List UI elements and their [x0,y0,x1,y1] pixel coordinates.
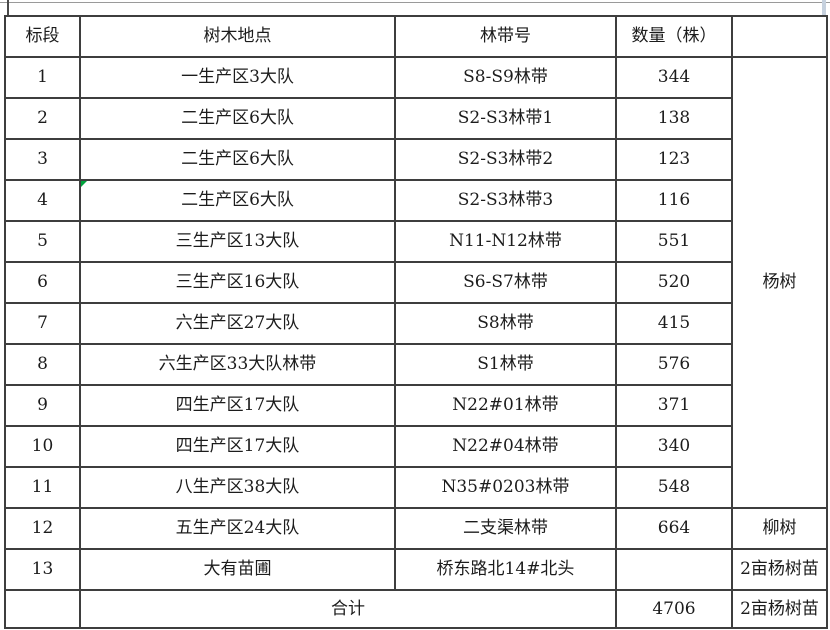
total-row: 合计 4706 2亩杨树苗 [4,589,828,629]
cell-location: 六生产区27大队 [79,302,396,345]
cell-location: 二生产区6大队 [79,179,396,222]
table-row: 7 六生产区27大队 S8林带 415 [4,302,827,345]
table-row: 13 大有苗圃 桥东路北14#北头 2亩杨树苗 [4,548,828,591]
cell-section: 10 [4,425,81,468]
table-row: 9 四生产区17大队 N22#01林带 371 [4,384,827,427]
cell-section: 9 [4,384,81,427]
cell-belt: 桥东路北14#北头 [394,548,617,591]
top-partial-gridline [0,2,830,3]
cell-species: 2亩杨树苗 [731,548,828,591]
table-row: 5 三生产区13大队 N11-N12林带 551 [4,220,827,263]
cell-location: 六生产区33大队林带 [79,343,396,386]
table-row: 6 三生产区16大队 S6-S7林带 520 [4,261,827,304]
cell-belt: N35#0203林带 [394,466,617,509]
cell-belt: S2-S3林带1 [394,97,617,140]
header-row: 标段 树木地点 林带号 数量（株） [4,15,828,58]
cell-total-label: 合计 [79,589,617,629]
cell-belt: S8林带 [394,302,617,345]
cell-section: 2 [4,97,81,140]
cell-species: 柳树 [731,507,828,550]
cell-species-merged: 杨树 [731,56,828,509]
cell-qty: 520 [615,261,733,304]
cell-location: 一生产区3大队 [79,56,396,99]
cell-location: 五生产区24大队 [79,507,396,550]
cell-qty: 344 [615,56,733,99]
cell-location: 四生产区17大队 [79,425,396,468]
tree-planting-table: 标段 树木地点 林带号 数量（株） 1 一生产区3大队 S8-S9林带 344 … [4,15,828,629]
header-species-empty [731,15,828,58]
cell-section: 3 [4,138,81,181]
cell-location: 二生产区6大队 [79,97,396,140]
cell-location: 三生产区16大队 [79,261,396,304]
cell-qty: 138 [615,97,733,140]
table-row: 1 一生产区3大队 S8-S9林带 344 杨树 [4,56,828,509]
table-row: 8 六生产区33大队林带 S1林带 576 [4,343,827,386]
cell-section: 1 [4,56,81,99]
cell-comment-marker [81,181,87,187]
cell-section: 7 [4,302,81,345]
cell-total-qty: 4706 [615,589,733,629]
cell-belt: N11-N12林带 [394,220,617,263]
table-row: 2 二生产区6大队 S2-S3林带1 138 [4,97,827,140]
cell-qty: 123 [615,138,733,181]
cell-belt: S2-S3林带2 [394,138,617,181]
cell-location: 二生产区6大队 [79,138,396,181]
header-location: 树木地点 [79,15,396,58]
cell-section: 5 [4,220,81,263]
cell-section: 13 [4,548,81,591]
table-row: 3 二生产区6大队 S2-S3林带2 123 [4,138,827,181]
cell-qty: 415 [615,302,733,345]
scrollbar-sliver [822,0,826,15]
cell-qty: 548 [615,466,733,509]
cell-belt: S6-S7林带 [394,261,617,304]
cell-location: 三生产区13大队 [79,220,396,263]
header-qty: 数量（株） [615,15,733,58]
cell-belt: N22#04林带 [394,425,617,468]
cell-total-blank [4,589,81,629]
cell-belt: 二支渠林带 [394,507,617,550]
header-section: 标段 [4,15,81,58]
cell-qty-empty [615,548,733,591]
table-row: 12 五生产区24大队 二支渠林带 664 柳树 [4,507,828,550]
cell-qty: 664 [615,507,733,550]
cell-qty: 340 [615,425,733,468]
cell-qty: 116 [615,179,733,222]
cell-belt: N22#01林带 [394,384,617,427]
cell-section: 6 [4,261,81,304]
cell-location: 大有苗圃 [79,548,396,591]
cell-total-species: 2亩杨树苗 [731,589,828,629]
cell-qty: 576 [615,343,733,386]
top-partial-vertical-line [7,0,9,16]
cell-section: 11 [4,466,81,509]
cell-section: 12 [4,507,81,550]
cell-location: 四生产区17大队 [79,384,396,427]
table-row: 10 四生产区17大队 N22#04林带 340 [4,425,827,468]
cell-qty: 371 [615,384,733,427]
cell-section: 4 [4,179,81,222]
cell-belt: S8-S9林带 [394,56,617,99]
table-row: 4 二生产区6大队 S2-S3林带3 116 [4,179,827,222]
cell-belt: S2-S3林带3 [394,179,617,222]
cell-qty: 551 [615,220,733,263]
cell-location: 八生产区38大队 [79,466,396,509]
table-row: 11 八生产区38大队 N35#0203林带 548 [4,466,827,509]
header-belt: 林带号 [394,15,617,58]
cell-belt: S1林带 [394,343,617,386]
cell-section: 8 [4,343,81,386]
